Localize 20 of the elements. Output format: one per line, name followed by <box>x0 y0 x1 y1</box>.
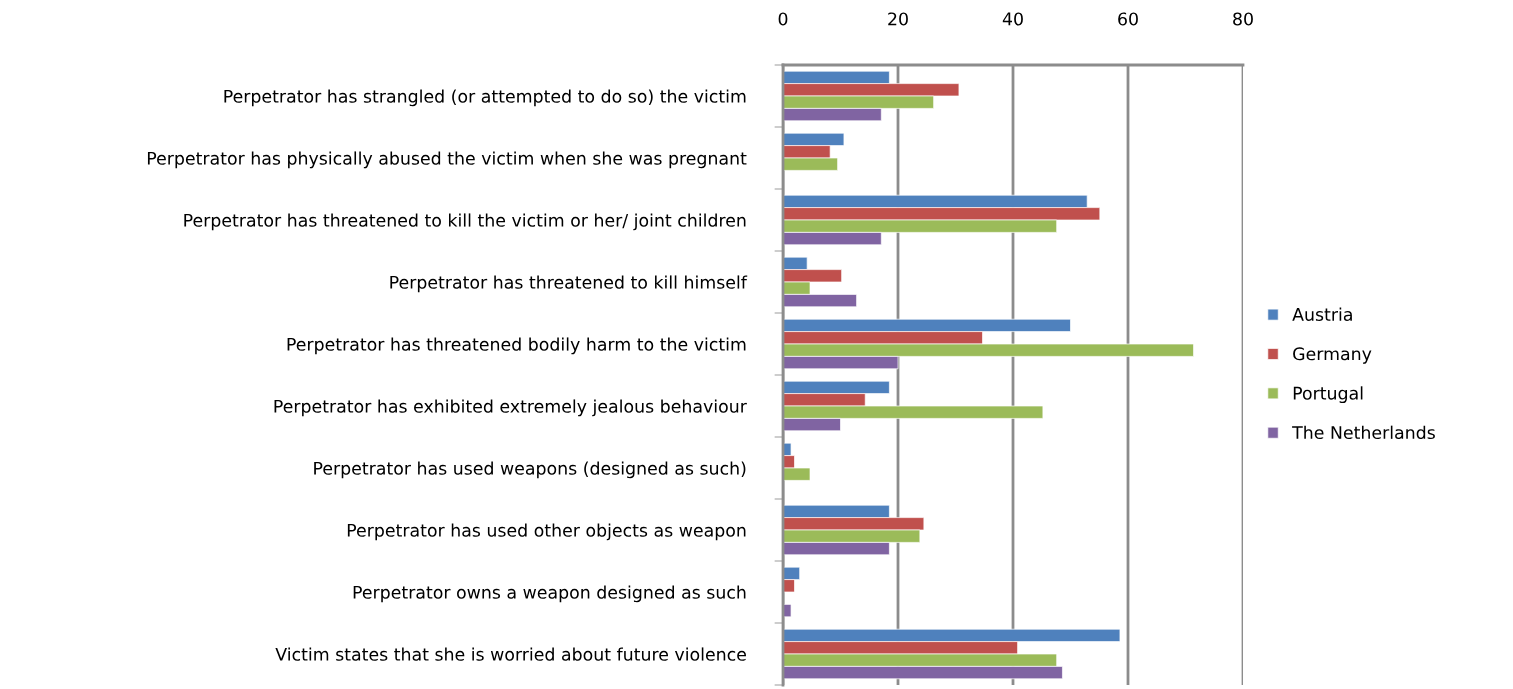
bar <box>783 604 792 618</box>
legend-label: Germany <box>1293 347 1372 364</box>
x-tick-label: 60 <box>1118 12 1138 26</box>
y-tick-label: Perpetrator owns a weapon designed as such <box>353 585 746 603</box>
legend-label: Austria <box>1292 307 1352 321</box>
x-tick-label: 0 <box>778 12 788 26</box>
y-tick-label: Perpetrator has physically abused the victim when she was pregnant <box>147 151 747 169</box>
legend-label: Portugal <box>1293 386 1363 404</box>
y-tick-label: Victim states that she is worried about future violence <box>275 647 746 661</box>
x-tick-label: 20 <box>888 12 908 26</box>
x-tick-label: 80 <box>1233 12 1253 26</box>
y-tick-label: Perpetrator has strangled (or attempted to do so) the victim <box>224 89 746 107</box>
y-tick-label: Perpetrator has threatened to kill the victim or her/ joint children <box>184 213 746 231</box>
y-tick-label: Perpetrator has threatened bodily harm to the victim <box>287 337 746 355</box>
y-tick-label: Perpetrator has threatened to kill himself <box>390 275 748 293</box>
y-tick-label: Perpetrator has used weapons (designed as such) <box>314 461 746 479</box>
legend-label: The Netherlands <box>1292 425 1435 440</box>
x-tick-label: 40 <box>1002 12 1023 26</box>
y-tick-label: Perpetrator has exhibited extremely jealous behaviour <box>274 399 747 417</box>
y-tick-label: Perpetrator has used other objects as weapon <box>347 523 746 541</box>
